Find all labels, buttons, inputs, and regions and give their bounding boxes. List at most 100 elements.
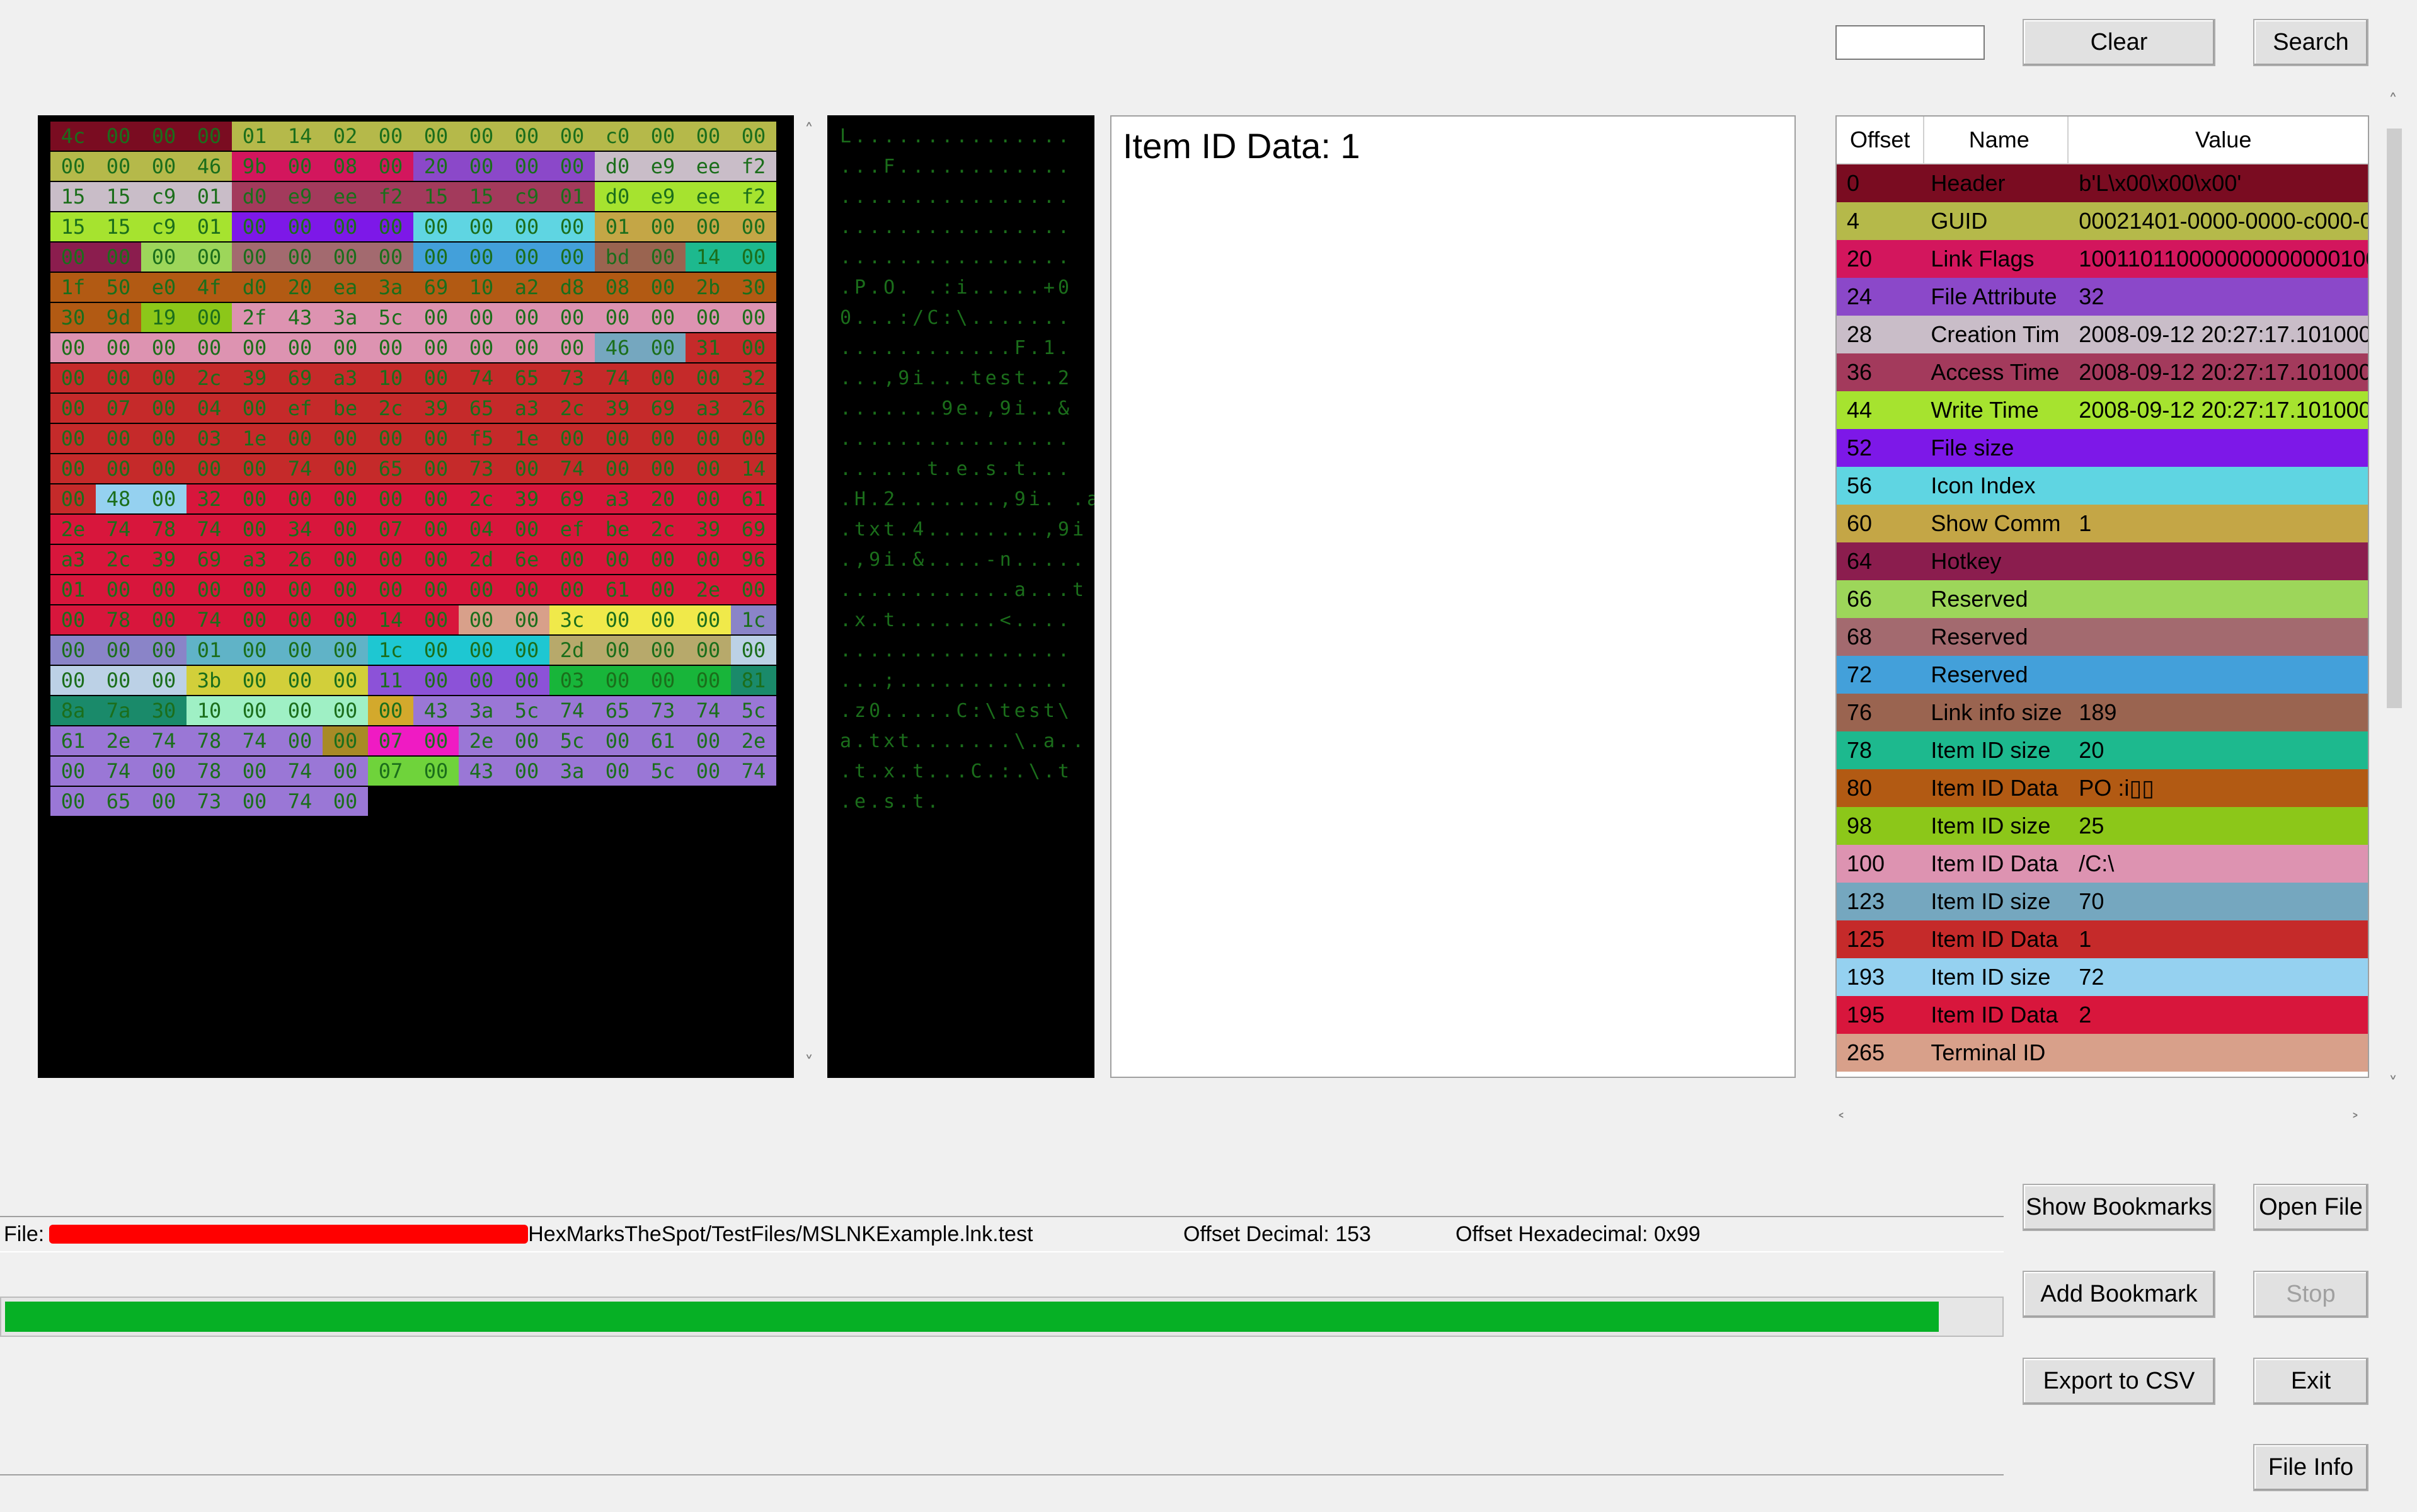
hex-byte[interactable]: 00 (640, 605, 686, 634)
table-vertical-scrollbar[interactable]: ˄ ˅ (2378, 88, 2408, 1096)
hex-byte[interactable]: 2c (640, 515, 686, 544)
hex-byte[interactable]: 00 (686, 212, 731, 241)
hex-byte[interactable]: 00 (50, 757, 96, 786)
hex-byte[interactable]: 74 (141, 726, 187, 755)
hex-byte[interactable]: 00 (368, 545, 413, 574)
hex-byte[interactable]: 32 (187, 484, 232, 513)
hex-byte[interactable]: 5c (368, 303, 413, 332)
hex-byte[interactable]: 00 (96, 575, 141, 604)
ascii-view[interactable]: L............... ...F....................… (827, 115, 1094, 1078)
table-row[interactable]: 60 Show Comm 1 (1837, 505, 2368, 542)
detail-text-area[interactable]: Item ID Data: 1 (1110, 115, 1796, 1078)
hex-byte[interactable]: 00 (504, 666, 549, 695)
hex-byte[interactable]: 74 (96, 757, 141, 786)
hex-byte[interactable]: 00 (595, 726, 640, 755)
hex-byte[interactable]: 00 (141, 394, 187, 423)
hex-byte[interactable]: 00 (141, 757, 187, 786)
table-row[interactable]: 36 Access Time 2008-09-12 20:27:17.101000 (1837, 353, 2368, 391)
table-row[interactable]: 78 Item ID size 20 (1837, 731, 2368, 769)
hex-byte[interactable]: 69 (187, 545, 232, 574)
hex-byte[interactable]: 00 (50, 484, 96, 513)
hex-byte[interactable]: 00 (504, 575, 549, 604)
hex-byte[interactable]: 00 (640, 424, 686, 453)
hex-byte[interactable]: 2c (368, 394, 413, 423)
hex-byte[interactable]: 3a (323, 303, 368, 332)
hex-byte[interactable]: 00 (640, 575, 686, 604)
hex-byte[interactable]: 07 (368, 757, 413, 786)
hex-byte[interactable]: 00 (686, 545, 731, 574)
hex-byte[interactable]: 00 (277, 243, 323, 272)
hex-byte[interactable]: 00 (686, 424, 731, 453)
hex-byte[interactable]: 00 (459, 122, 504, 151)
hex-byte[interactable]: 43 (413, 696, 459, 725)
hex-byte[interactable]: c9 (141, 212, 187, 241)
hex-byte[interactable]: 00 (277, 575, 323, 604)
hex-byte[interactable]: 00 (96, 666, 141, 695)
hex-byte[interactable]: 00 (141, 636, 187, 665)
hex-byte[interactable]: f2 (731, 182, 776, 211)
hex-byte[interactable]: 00 (549, 545, 595, 574)
hex-byte[interactable]: 00 (413, 333, 459, 362)
hex-byte[interactable]: 00 (50, 364, 96, 392)
hex-byte[interactable]: 30 (731, 273, 776, 302)
hex-byte[interactable]: 2c (187, 364, 232, 392)
hex-byte[interactable]: 00 (459, 303, 504, 332)
hex-byte[interactable]: 39 (141, 545, 187, 574)
table-row[interactable]: 80 Item ID Data PO :i▯▯ (1837, 769, 2368, 807)
hex-byte[interactable]: 07 (96, 394, 141, 423)
hex-byte[interactable]: 39 (686, 515, 731, 544)
hex-byte[interactable]: 00 (50, 454, 96, 483)
hex-byte[interactable]: 00 (141, 454, 187, 483)
hex-byte[interactable]: 00 (96, 454, 141, 483)
hex-byte[interactable]: 00 (232, 484, 277, 513)
export-csv-button[interactable]: Export to CSV (2023, 1358, 2215, 1405)
hex-byte[interactable]: 00 (232, 636, 277, 665)
hex-byte[interactable]: 5c (731, 696, 776, 725)
hex-byte[interactable]: 00 (640, 545, 686, 574)
hex-byte[interactable]: 34 (277, 515, 323, 544)
hex-byte[interactable]: 00 (731, 333, 776, 362)
hex-byte[interactable]: d0 (595, 182, 640, 211)
hex-byte[interactable]: 00 (731, 122, 776, 151)
hex-byte[interactable]: 00 (595, 303, 640, 332)
search-button[interactable]: Search (2253, 19, 2368, 66)
hex-byte[interactable]: 00 (96, 424, 141, 453)
hex-byte[interactable]: 74 (686, 696, 731, 725)
hex-byte[interactable]: 00 (595, 757, 640, 786)
hex-byte[interactable]: 3b (187, 666, 232, 695)
hex-byte[interactable]: f5 (459, 424, 504, 453)
hex-byte[interactable]: 00 (323, 243, 368, 272)
hex-byte[interactable]: 43 (459, 757, 504, 786)
hex-byte[interactable]: 9d (96, 303, 141, 332)
hex-byte[interactable]: 00 (50, 787, 96, 816)
hex-byte[interactable]: 00 (232, 212, 277, 241)
hex-byte[interactable]: 1c (368, 636, 413, 665)
hex-byte[interactable]: 11 (368, 666, 413, 695)
hex-byte[interactable]: 00 (368, 212, 413, 241)
column-header-value[interactable]: Value (2195, 127, 2252, 152)
hex-byte[interactable]: 00 (323, 757, 368, 786)
hex-byte[interactable]: 74 (187, 605, 232, 634)
hex-byte[interactable]: 00 (595, 424, 640, 453)
hex-byte[interactable]: 00 (277, 605, 323, 634)
hex-byte[interactable]: e9 (277, 182, 323, 211)
hex-byte[interactable]: 10 (459, 273, 504, 302)
table-row[interactable]: 98 Item ID size 25 (1837, 807, 2368, 845)
hex-byte[interactable]: 00 (50, 243, 96, 272)
hex-byte[interactable]: 69 (731, 515, 776, 544)
hex-byte[interactable]: 00 (549, 122, 595, 151)
hex-byte[interactable]: 00 (413, 605, 459, 634)
hex-byte[interactable]: a3 (232, 545, 277, 574)
hex-byte[interactable]: 74 (277, 454, 323, 483)
hex-byte[interactable]: 61 (731, 484, 776, 513)
hex-byte[interactable]: 20 (277, 273, 323, 302)
exit-button[interactable]: Exit (2253, 1358, 2368, 1405)
hex-byte[interactable]: 73 (640, 696, 686, 725)
hex-byte[interactable]: 00 (277, 726, 323, 755)
hex-byte[interactable]: 65 (368, 454, 413, 483)
hex-byte[interactable]: 00 (459, 212, 504, 241)
hex-byte[interactable]: 00 (96, 636, 141, 665)
hex-byte[interactable]: 00 (323, 515, 368, 544)
hex-byte[interactable]: 00 (141, 333, 187, 362)
hex-byte[interactable]: 00 (232, 787, 277, 816)
